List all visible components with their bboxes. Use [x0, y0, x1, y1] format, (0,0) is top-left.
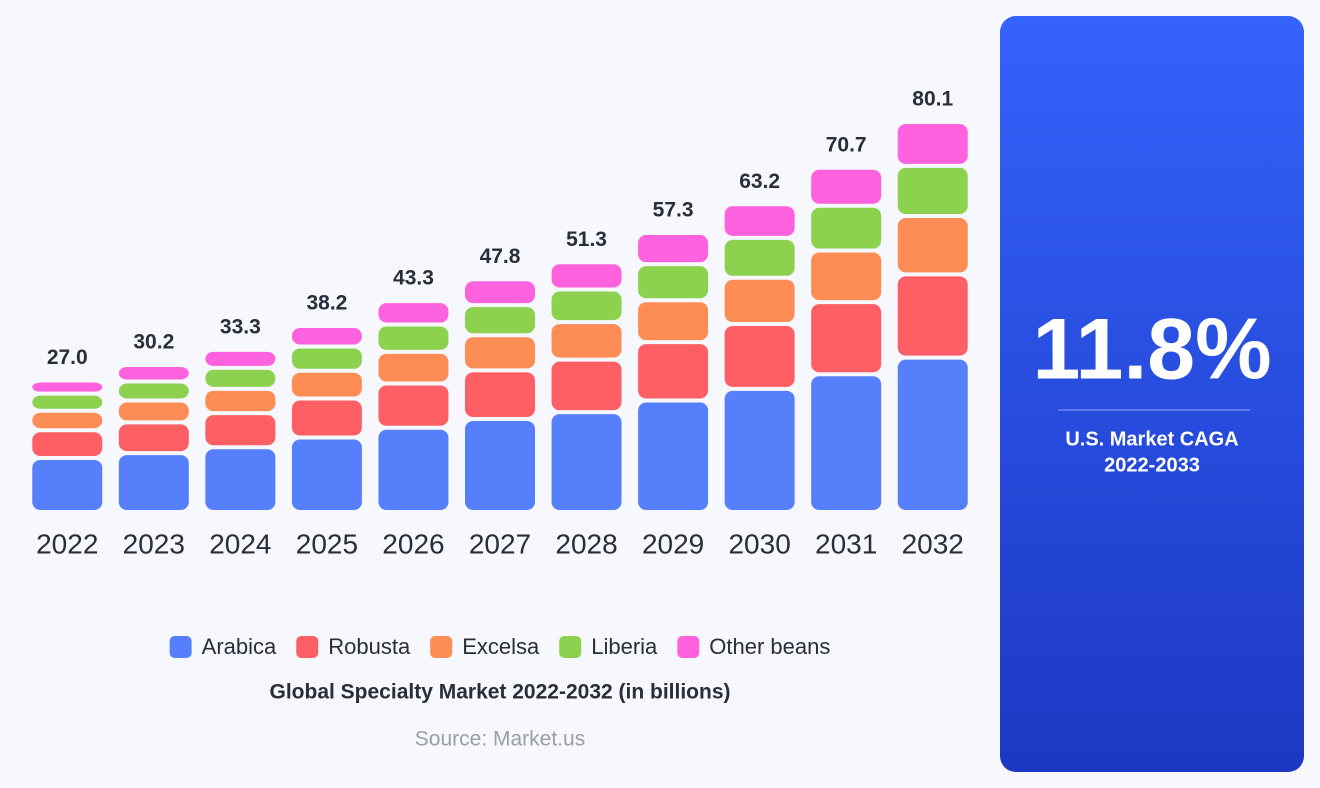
x-tick-label: 2024: [209, 528, 271, 559]
bar-segment: [811, 304, 882, 373]
legend-label: Liberia: [591, 634, 658, 659]
bar-segment: [205, 351, 276, 366]
bar-segment: [638, 402, 709, 510]
bar-segment: [465, 421, 535, 510]
x-tick-label: 2025: [296, 528, 358, 559]
bar-segment: [378, 353, 449, 382]
bar-segment: [897, 124, 968, 164]
bar-segment: [638, 235, 709, 263]
total-label: 70.7: [826, 133, 867, 156]
bar-segment: [205, 449, 276, 510]
bar-segment: [291, 372, 362, 397]
bar-segment: [32, 432, 103, 456]
x-tick-label: 2028: [555, 528, 617, 559]
source: Source: Market.us: [415, 728, 585, 751]
total-label: 27.0: [47, 346, 88, 369]
bar-segment: [378, 326, 449, 350]
legend-label: Arabica: [202, 634, 277, 659]
total-label: 30.2: [133, 331, 174, 354]
total-label: 80.1: [912, 88, 953, 111]
bar-segment: [118, 383, 189, 399]
bar-segment: [551, 324, 622, 358]
bar-segment: [638, 344, 709, 399]
bar-segment: [724, 279, 795, 323]
bar-segment: [551, 361, 622, 411]
bar-segment: [638, 266, 709, 299]
bar-segment: [465, 337, 535, 369]
bar-segment: [551, 264, 622, 288]
bar-segment: [378, 385, 449, 426]
bar-segment: [118, 402, 189, 421]
bar-segment: [205, 415, 276, 446]
bar-segment: [811, 252, 882, 301]
x-tick-label: 2032: [902, 528, 964, 559]
bar-segment: [897, 359, 968, 510]
bar-segment: [118, 366, 189, 380]
total-label: 47.8: [480, 245, 521, 268]
bar-segment: [205, 390, 276, 412]
bar-segment: [465, 281, 535, 304]
total-label: 63.2: [739, 170, 780, 193]
total-label: 38.2: [306, 292, 347, 315]
bar-segment: [32, 382, 103, 392]
bar-segment: [811, 169, 882, 204]
bar-segment: [291, 348, 362, 369]
x-tick-label: 2026: [382, 528, 444, 559]
bar-segment: [724, 390, 795, 510]
legend-swatch: [169, 636, 192, 658]
bar-segment: [465, 307, 535, 334]
x-tick-label: 2031: [815, 528, 877, 559]
bar-segment: [811, 207, 882, 249]
bar-segment: [291, 400, 362, 436]
bar-segment: [32, 459, 103, 510]
bar-segment: [465, 372, 535, 418]
chart-title: Global Specialty Market 2022-2032 (in bi…: [270, 681, 731, 704]
bar-segment: [724, 326, 795, 387]
legend-swatch: [677, 636, 700, 658]
bar-segment: [551, 291, 622, 321]
bar-segment: [811, 376, 882, 510]
bar-segment: [724, 239, 795, 276]
stat-label: U.S. Market CAGA: [1065, 428, 1238, 450]
bar-segment: [378, 429, 449, 510]
bar-segment: [897, 167, 968, 214]
legend-swatch: [430, 636, 453, 658]
bar-segment: [897, 276, 968, 356]
x-tick-label: 2029: [642, 528, 704, 559]
legend-swatch: [559, 636, 582, 658]
legend-label: Robusta: [328, 634, 411, 659]
bar-segment: [32, 412, 103, 429]
x-tick-label: 2022: [36, 528, 98, 559]
total-label: 33.3: [220, 315, 261, 338]
total-label: 43.3: [393, 267, 434, 290]
total-label: 57.3: [653, 199, 694, 222]
legend-swatch: [296, 636, 319, 658]
total-label: 51.3: [566, 228, 607, 251]
bar-segment: [291, 328, 362, 345]
bar-segment: [205, 369, 276, 387]
x-tick-label: 2030: [728, 528, 790, 559]
bar-segment: [291, 439, 362, 510]
legend-label: Excelsa: [462, 634, 540, 659]
bar-segment: [638, 302, 709, 341]
stat-panel: [1000, 16, 1304, 772]
bar-segment: [724, 206, 795, 236]
x-tick-label: 2023: [123, 528, 185, 559]
legend-label: Other beans: [709, 634, 830, 659]
bar-segment: [378, 303, 449, 323]
bar-segment: [32, 395, 103, 409]
bar-segment: [551, 414, 622, 510]
x-tick-label: 2027: [469, 528, 531, 559]
bar-segment: [118, 424, 189, 452]
stat-period: 2022-2033: [1104, 454, 1200, 476]
stat-value: 11.8%: [1032, 302, 1271, 398]
bar-segment: [897, 217, 968, 273]
bar-segment: [118, 455, 189, 510]
